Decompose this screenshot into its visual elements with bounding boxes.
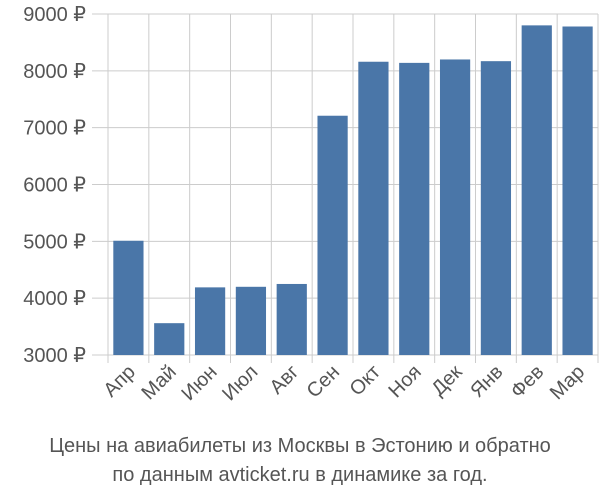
bar-12	[562, 26, 593, 356]
x-tick-label: Окт	[346, 361, 385, 400]
y-tick-label: 9000 ₽	[23, 4, 86, 26]
x-tick-label: Дек	[427, 361, 466, 400]
bar-11	[521, 25, 552, 355]
x-tick-label: Июл	[218, 361, 262, 405]
x-tick-label: Фев	[507, 361, 549, 403]
bar-10	[480, 61, 512, 356]
y-tick-label: 3000 ₽	[23, 345, 86, 367]
chart-caption: Цены на авиабилеты из Москвы в Эстонию и…	[0, 432, 600, 490]
bar-9	[439, 59, 471, 355]
bars	[113, 25, 593, 356]
x-tick-label: Сен	[303, 361, 344, 402]
y-tick-label: 6000 ₽	[23, 175, 86, 197]
x-tick-label: Мар	[546, 361, 589, 404]
y-tick-label: 8000 ₽	[23, 61, 86, 83]
bar-8	[399, 62, 430, 355]
bar-3	[194, 287, 226, 355]
bar-5	[276, 283, 307, 355]
bar-2	[154, 323, 185, 355]
bar-4	[235, 286, 267, 355]
x-tick-label: Июн	[177, 361, 221, 405]
bar-1	[113, 240, 144, 355]
x-tick-label: Янв	[466, 361, 507, 402]
y-axis: 3000 ₽ 4000 ₽ 5000 ₽ 6000 ₽ 7000 ₽ 8000 ₽ 9000…	[23, 4, 86, 367]
y-tick-label: 5000 ₽	[23, 231, 86, 253]
caption-line-1: Цены на авиабилеты из Москвы в Эстонию и…	[49, 435, 551, 457]
bar-6	[317, 115, 348, 356]
bar-7	[358, 61, 389, 356]
y-tick-label: 4000 ₽	[23, 288, 86, 310]
x-tick-label: Авг	[266, 361, 304, 399]
x-tick-label: Ноя	[384, 361, 425, 402]
y-tick-label: 7000 ₽	[23, 118, 86, 140]
bar-chart: 3000 ₽ 4000 ₽ 5000 ₽ 6000 ₽ 7000 ₽ 8000 ₽ 9000…	[23, 4, 599, 405]
x-tick-label: Май	[138, 361, 181, 404]
x-tick-label: Апр	[99, 361, 140, 402]
caption-line-2: по данным avticket.ru в динамике за год.	[112, 464, 488, 486]
